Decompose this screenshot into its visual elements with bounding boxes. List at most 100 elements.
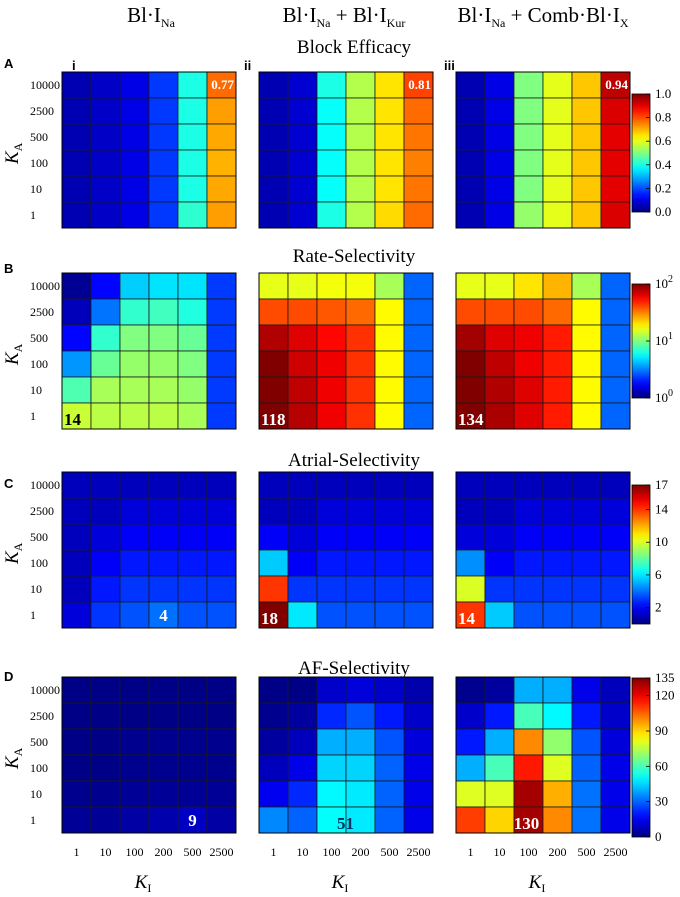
heatmap-cell [403, 575, 434, 603]
heatmap-cell [258, 201, 289, 229]
panel-frame [258, 676, 434, 834]
heatmap-cell [345, 402, 376, 430]
heatmap-cell [177, 728, 208, 756]
x-axis-label: KI [331, 872, 349, 895]
heatmap-cell [345, 780, 376, 808]
heatmap-cell [61, 523, 92, 551]
colorbar-tick-label: 30 [655, 794, 668, 809]
heatmap-cell [287, 523, 318, 551]
heatmap-cell [542, 497, 573, 525]
heatmap-cell [455, 71, 486, 99]
heatmap-cell [571, 497, 602, 525]
heatmap-cell [600, 806, 631, 834]
heatmap-cell [287, 324, 318, 352]
panel-frame [455, 676, 631, 834]
row-letter-B: B [4, 261, 13, 276]
heatmap-cell [119, 676, 150, 704]
heatmap-cell [600, 780, 631, 808]
panel-frame [258, 471, 434, 629]
heatmap-cell [206, 350, 237, 378]
heatmap-cell [571, 324, 602, 352]
heatmap-cell [513, 471, 544, 499]
heatmap-cell [177, 806, 208, 834]
heatmap-cell [177, 549, 208, 577]
heatmap-cell [287, 497, 318, 525]
heatmap-cell [484, 728, 515, 756]
colorbar-tick-label: 0.6 [655, 133, 672, 148]
heatmap-cell [61, 272, 92, 300]
heatmap-cell [177, 402, 208, 430]
heatmap-cell [119, 402, 150, 430]
heatmap-cell [345, 376, 376, 404]
heatmap-cell [571, 728, 602, 756]
heatmap-cell [206, 806, 237, 834]
heatmap-cell [571, 780, 602, 808]
heatmap-cell [148, 780, 179, 808]
heatmap-cell [119, 471, 150, 499]
heatmap-cell [542, 728, 573, 756]
heatmap-cell [571, 549, 602, 577]
heatmap-cell [403, 754, 434, 782]
heatmap-cell [258, 575, 289, 603]
heatmap-cell [119, 97, 150, 125]
panel-frame [455, 471, 631, 629]
heatmap-cell [600, 497, 631, 525]
heatmap-cell [119, 123, 150, 151]
heatmap-cell [90, 298, 121, 326]
heatmap-cell [258, 272, 289, 300]
heatmap-cell [374, 402, 405, 430]
heatmap-cell [600, 97, 631, 125]
heatmap-cell [455, 523, 486, 551]
heatmap-cell [600, 549, 631, 577]
heatmap-cell [90, 676, 121, 704]
heatmap-D-3 [455, 676, 631, 834]
heatmap-cell [177, 201, 208, 229]
heatmap-cell [571, 149, 602, 177]
heatmap-cell [374, 601, 405, 629]
value-annotation: 4 [159, 606, 168, 625]
heatmap-cell [177, 601, 208, 629]
heatmap-cell [374, 728, 405, 756]
colorbar-tick-label: 60 [655, 758, 668, 773]
heatmap-cell [90, 149, 121, 177]
heatmap-cell [345, 575, 376, 603]
heatmap-cell [287, 350, 318, 378]
value-annotation: 134 [458, 410, 484, 429]
heatmap-cell [316, 402, 347, 430]
heatmap-C-3 [455, 471, 631, 629]
heatmap-cell [571, 702, 602, 730]
heatmap-cell [600, 728, 631, 756]
heatmap-cell [258, 676, 289, 704]
heatmap-cell [455, 350, 486, 378]
heatmap-cell [148, 123, 179, 151]
heatmap-cell [287, 702, 318, 730]
heatmap-cell [119, 806, 150, 834]
heatmap-cell [345, 272, 376, 300]
heatmap-cell [177, 575, 208, 603]
heatmap-B-2 [258, 272, 434, 430]
heatmap-cell [177, 754, 208, 782]
heatmap-cell [403, 376, 434, 404]
heatmap-cell [316, 350, 347, 378]
heatmap-cell [316, 471, 347, 499]
heatmap-cell [345, 175, 376, 203]
heatmap-cell [119, 780, 150, 808]
colorbar-tick-label: 101 [655, 331, 673, 348]
y-axis-label: KA [2, 542, 25, 565]
colorbar-tick-label: 0 [655, 829, 662, 844]
heatmap-cell [403, 175, 434, 203]
heatmap-cell [484, 702, 515, 730]
heatmap-cell [90, 575, 121, 603]
x-tick-label: 500 [578, 845, 596, 859]
heatmap-cell [287, 754, 318, 782]
heatmap-cell [148, 676, 179, 704]
heatmap-cell [90, 272, 121, 300]
heatmap-cell [513, 272, 544, 300]
heatmap-cell [345, 676, 376, 704]
panel-frame [258, 71, 434, 229]
heatmap-cell [119, 175, 150, 203]
heatmap-cell [90, 123, 121, 151]
heatmap-cell [374, 702, 405, 730]
x-tick-label: 2500 [407, 845, 431, 859]
heatmap-cell [316, 702, 347, 730]
